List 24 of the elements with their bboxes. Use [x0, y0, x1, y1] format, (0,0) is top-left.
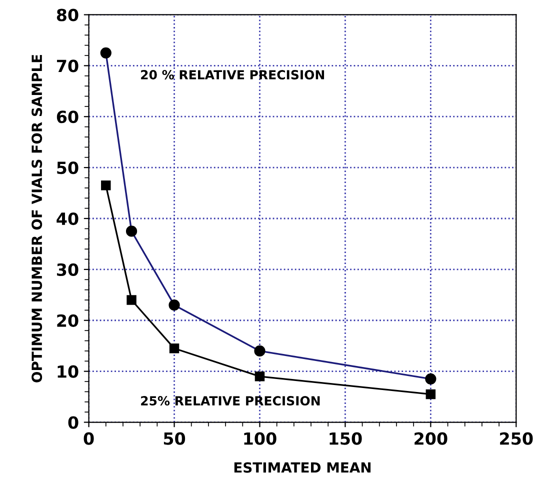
- y-tick-label: 70: [57, 60, 78, 72]
- point: [254, 372, 265, 382]
- y-tick-label: 10: [58, 365, 78, 378]
- y-tick-label: 0: [68, 416, 78, 429]
- x-tick-label: 50: [164, 432, 186, 445]
- y-axis-title: OPTIMUM NUMBER OF VIALS FOR SAMPLE: [32, 54, 42, 382]
- x-tick-label: 150: [330, 432, 362, 445]
- x-tick-label: 200: [414, 432, 448, 445]
- point: [101, 180, 111, 190]
- x-tick-label: 0: [84, 432, 94, 445]
- x-axis-title: ESTIMATED MEAN: [234, 462, 371, 473]
- point: [426, 389, 436, 400]
- text: 20 % RELATIVE PRECISION: [141, 70, 324, 80]
- y-tick-label: 40: [56, 212, 78, 226]
- y-tick-label: 80: [56, 8, 78, 22]
- y-tick-label: 20: [57, 314, 78, 327]
- x-tick-label: 100: [244, 432, 276, 445]
- y-tick-label: 30: [57, 263, 78, 276]
- series-label: 25% RELATIVE PRECISION: [141, 396, 320, 406]
- x-tick-label: 250: [500, 432, 533, 445]
- y-tick-label: 50: [57, 162, 78, 174]
- point: [169, 344, 180, 354]
- point: [126, 295, 136, 305]
- y-tick-label: 60: [56, 110, 78, 124]
